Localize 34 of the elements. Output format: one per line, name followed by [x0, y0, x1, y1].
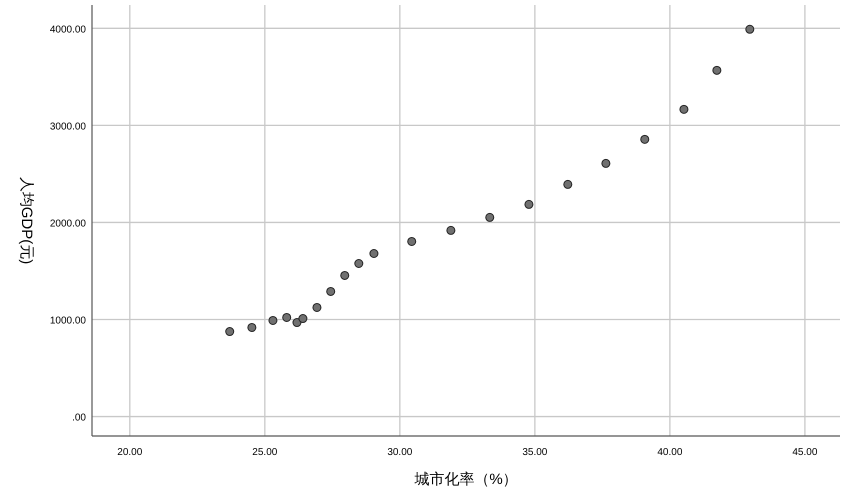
- point: [326, 286, 336, 296]
- point: [679, 104, 688, 114]
- y-tick-label: .00: [72, 412, 86, 424]
- point: [563, 180, 572, 189]
- point: [340, 270, 350, 280]
- point: [268, 316, 278, 325]
- point: [247, 322, 256, 332]
- point: [446, 226, 456, 235]
- y-axis-title: 人均GDP(元): [18, 176, 35, 264]
- x-tick-label: 35.00: [522, 447, 548, 458]
- point: [485, 212, 494, 222]
- point: [407, 236, 416, 246]
- point: [312, 302, 322, 312]
- y-tick-label: 4000.00: [50, 24, 86, 36]
- y-tick-label: 2000.00: [50, 218, 86, 230]
- x-tick-label: 45.00: [792, 447, 818, 458]
- x-tick-label: 40.00: [657, 447, 683, 458]
- point: [354, 259, 364, 268]
- point: [601, 158, 610, 168]
- x-tick-label: 25.00: [252, 447, 278, 458]
- point: [369, 249, 378, 258]
- point: [524, 200, 534, 209]
- point: [640, 134, 650, 144]
- point: [745, 24, 754, 34]
- point: [225, 327, 234, 336]
- x-tick-label: 20.00: [117, 447, 143, 458]
- x-tick-label: 30.00: [387, 447, 413, 458]
- point: [282, 312, 292, 322]
- point: [298, 314, 308, 324]
- point: [712, 66, 722, 75]
- point: [292, 318, 302, 328]
- x-axis-title: 城市化率（%）: [413, 471, 518, 488]
- y-tick-label: 3000.00: [50, 121, 86, 132]
- y-tick-label: 1000.00: [50, 316, 86, 327]
